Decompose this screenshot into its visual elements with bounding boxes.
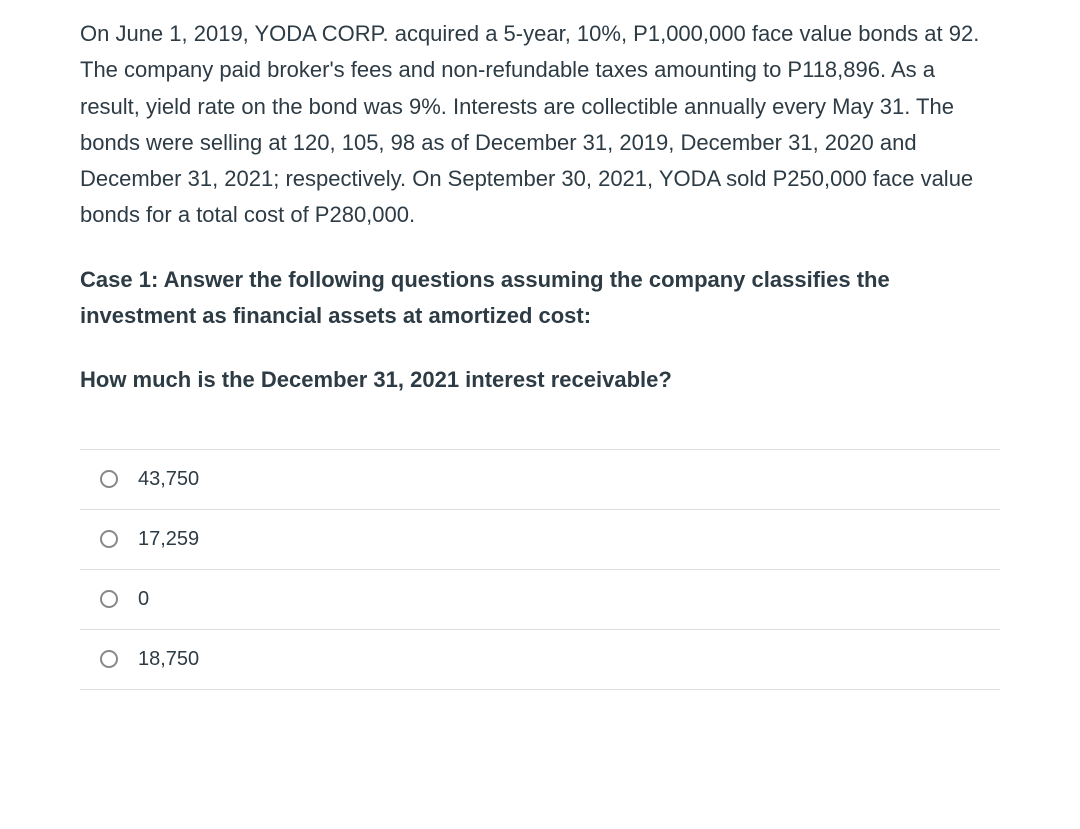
option-row[interactable]: 0: [80, 570, 1000, 630]
option-label: 0: [138, 588, 149, 611]
option-row[interactable]: 18,750: [80, 630, 1000, 690]
option-label: 43,750: [138, 468, 199, 491]
option-radio[interactable]: [100, 470, 118, 488]
option-radio[interactable]: [100, 590, 118, 608]
options-list: 43,750 17,259 0 18,750: [80, 449, 1000, 690]
option-radio[interactable]: [100, 530, 118, 548]
option-label: 17,259: [138, 528, 199, 551]
option-label: 18,750: [138, 648, 199, 671]
question-container: On June 1, 2019, YODA CORP. acquired a 5…: [0, 0, 1080, 730]
case-heading: Case 1: Answer the following questions a…: [80, 262, 1000, 335]
option-row[interactable]: 43,750: [80, 450, 1000, 510]
question-text: How much is the December 31, 2021 intere…: [80, 362, 1000, 398]
question-passage: On June 1, 2019, YODA CORP. acquired a 5…: [80, 16, 1000, 234]
option-radio[interactable]: [100, 650, 118, 668]
option-row[interactable]: 17,259: [80, 510, 1000, 570]
